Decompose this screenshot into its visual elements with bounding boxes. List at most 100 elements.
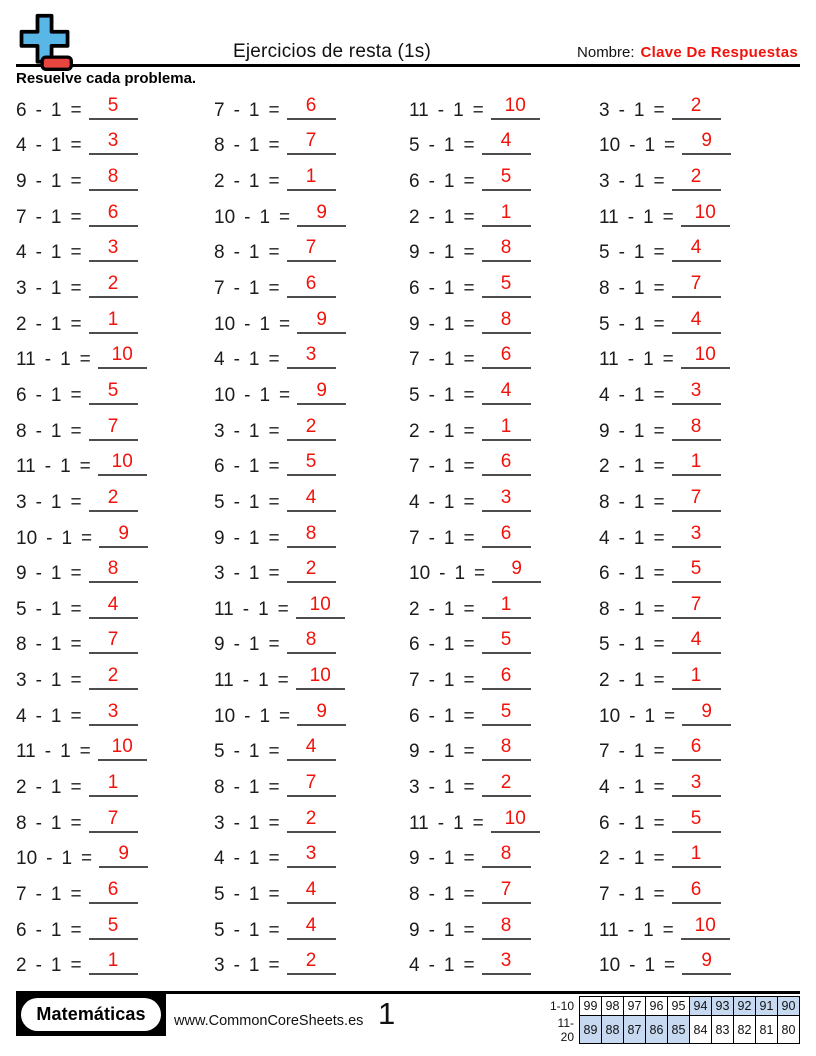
minuend-value: 5	[409, 135, 420, 157]
equals-sign: =	[653, 563, 665, 585]
equals-sign: =	[653, 883, 665, 905]
minus-sign: -	[437, 99, 445, 121]
minuend-value: 11	[599, 919, 619, 941]
subtrahend-value: 1	[633, 741, 645, 763]
answer-value: 1	[107, 771, 119, 793]
minuend-value: 2	[16, 313, 27, 335]
answer-underline: 7	[481, 879, 531, 904]
minus-sign: -	[35, 135, 42, 157]
answer-value: 7	[305, 130, 317, 152]
subtrahend-value: 1	[61, 848, 73, 870]
answer-underline: 10	[295, 666, 345, 691]
subtrahend-value: 1	[443, 883, 455, 905]
answer-underline: 7	[671, 594, 721, 619]
minus-sign: -	[35, 313, 42, 335]
equals-sign: =	[70, 99, 82, 121]
minus-sign: -	[428, 242, 435, 264]
problem: 11-1 = 10	[409, 806, 599, 842]
answer-value: 4	[500, 130, 512, 152]
minus-sign: -	[428, 491, 435, 513]
problem: 9-1 = 8	[16, 556, 214, 592]
answer-underline: 3	[481, 487, 531, 512]
answer-underline: 8	[481, 915, 531, 940]
answer-underline: 4	[671, 309, 721, 334]
answer-underline: 2	[88, 487, 138, 512]
answer-underline: 6	[671, 737, 721, 762]
minus-sign: -	[233, 420, 240, 442]
subtrahend-value: 1	[50, 563, 62, 585]
minus-sign: -	[35, 776, 42, 798]
subtrahend-value: 1	[643, 919, 654, 941]
score-value: 85	[667, 1015, 690, 1044]
minus-sign: -	[618, 883, 625, 905]
minus-sign: -	[618, 670, 625, 692]
subtrahend-value: 1	[633, 278, 645, 300]
answer-underline: 4	[481, 380, 531, 405]
equals-sign: =	[653, 278, 665, 300]
minuend-value: 6	[409, 278, 420, 300]
minus-sign: -	[428, 848, 435, 870]
score-row: 1-10 99 98 97 96 95 94 93 92 91 90	[544, 996, 800, 1016]
subtrahend-value: 1	[248, 242, 260, 264]
subtrahend-value: 1	[443, 242, 455, 264]
answer-value: 7	[107, 415, 119, 437]
answer-underline: 7	[88, 630, 138, 655]
subtrahend-value: 1	[50, 883, 62, 905]
subtrahend-value: 1	[50, 776, 62, 798]
answer-underline: 10	[680, 915, 730, 940]
minus-sign: -	[35, 206, 42, 228]
minuend-value: 5	[214, 491, 225, 513]
answer-value: 10	[111, 451, 133, 473]
minuend-value: 5	[599, 242, 610, 264]
equals-sign: =	[70, 670, 82, 692]
equals-sign: =	[463, 598, 475, 620]
answer-underline: 8	[481, 238, 531, 263]
answer-value: 1	[107, 950, 119, 972]
score-value: 86	[645, 1015, 668, 1044]
minus-sign: -	[627, 349, 635, 371]
answer-value: 1	[690, 843, 702, 865]
minuend-value: 10	[214, 313, 236, 335]
minus-sign: -	[233, 135, 240, 157]
minus-sign: -	[618, 527, 625, 549]
problem: 7-1 = 6	[599, 877, 800, 913]
minuend-value: 5	[599, 634, 610, 656]
minus-sign: -	[244, 313, 251, 335]
answer-underline: 10	[97, 345, 147, 370]
equals-sign: =	[653, 456, 665, 478]
answer-underline: 9	[99, 844, 149, 869]
minus-sign: -	[35, 171, 42, 193]
answer-value: 3	[690, 522, 702, 544]
answer-underline: 1	[88, 771, 138, 797]
problem: 8-1 = 7	[214, 129, 409, 165]
minuend-value: 9	[409, 741, 420, 763]
minuend-value: 5	[214, 883, 225, 905]
answer-value: 2	[690, 166, 702, 188]
subtrahend-value: 1	[50, 812, 62, 834]
equals-sign: =	[664, 705, 676, 727]
problem: 8-1 = 7	[214, 770, 409, 806]
answer-underline: 1	[286, 167, 336, 192]
answer-value: 2	[305, 415, 317, 437]
answer-value: 6	[500, 522, 512, 544]
subtrahend-value: 1	[443, 848, 455, 870]
answer-value: 4	[305, 736, 317, 758]
answer-underline: 8	[286, 630, 336, 655]
plus-shape	[19, 13, 70, 64]
answer-underline: 4	[481, 130, 531, 156]
subtrahend-value: 1	[248, 135, 260, 157]
minuend-value: 8	[409, 883, 420, 905]
minus-sign: -	[428, 955, 435, 977]
answer-underline: 5	[481, 630, 531, 655]
problem: 11-1 = 10	[409, 93, 599, 129]
answer-underline: 3	[286, 345, 336, 370]
subtrahend-value: 1	[443, 598, 455, 620]
problem: 7-1 = 6	[214, 271, 409, 307]
problem: 8-1 = 7	[599, 485, 800, 521]
minus-sign: -	[35, 563, 42, 585]
name-label: Nombre:	[577, 44, 635, 61]
minus-sign: -	[428, 741, 435, 763]
minuend-value: 2	[16, 955, 27, 977]
problem: 7-1 = 6	[409, 449, 599, 485]
subtrahend-value: 1	[443, 206, 455, 228]
